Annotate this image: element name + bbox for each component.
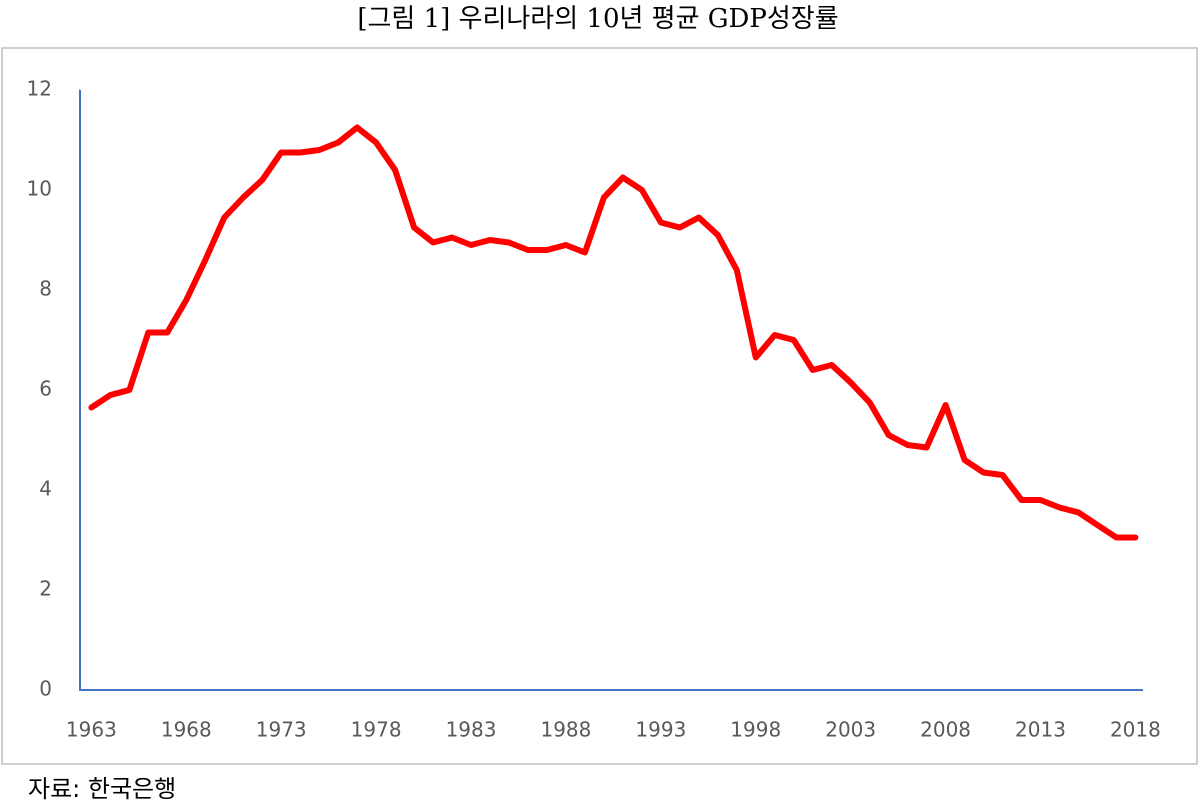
x-tick-label: 2008 (920, 718, 971, 742)
source-note: 자료: 한국은행 (28, 775, 176, 803)
y-tick-label: 2 (39, 577, 52, 601)
x-tick-label: 1998 (730, 718, 781, 742)
x-tick-label: 1963 (66, 718, 117, 742)
y-tick-label: 12 (27, 77, 52, 101)
chart-title: [그림 1] 우리나라의 10년 평균 GDP성장률 (357, 4, 838, 34)
x-tick-label: 2013 (1015, 718, 1066, 742)
data-line (88, 124, 1139, 541)
x-tick-label: 2003 (825, 718, 876, 742)
x-tick-label: 1993 (635, 718, 686, 742)
x-tick-label: 1968 (161, 718, 212, 742)
x-tick-label: 1978 (351, 718, 402, 742)
x-tick-label: 1973 (256, 718, 307, 742)
y-tick-label: 10 (27, 177, 52, 201)
x-tick-label: 1983 (446, 718, 497, 742)
y-tick-label: 4 (39, 477, 52, 501)
y-tick-label: 6 (39, 377, 52, 401)
y-tick-label: 8 (39, 277, 52, 301)
y-tick-label: 0 (39, 677, 52, 701)
chart-frame (1, 47, 1198, 765)
x-tick-label: 1988 (540, 718, 591, 742)
x-tick-label: 2018 (1110, 718, 1161, 742)
